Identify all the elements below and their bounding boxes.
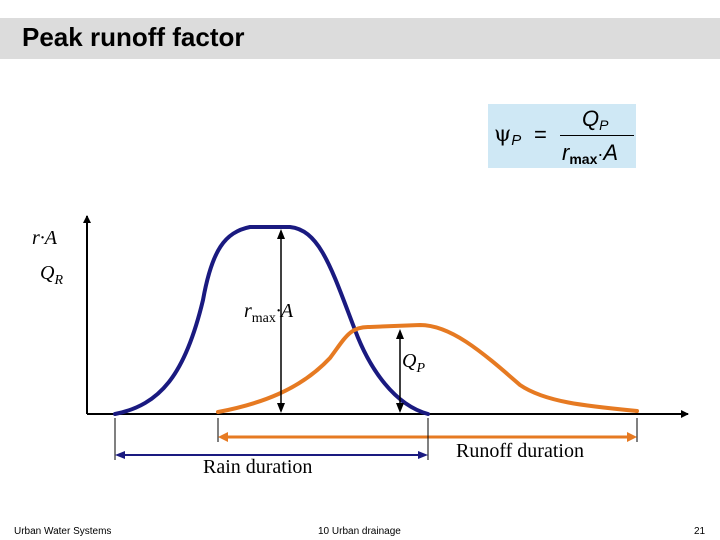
formula-den-a: A bbox=[603, 140, 619, 165]
formula-den-r: r bbox=[562, 140, 570, 165]
y-axis-label-rain: r·A bbox=[32, 227, 57, 249]
y-label-q-sub: R bbox=[54, 273, 64, 288]
qp-label: QP bbox=[402, 350, 425, 377]
rmax-arrow-head-bottom bbox=[277, 403, 285, 413]
slide-title: Peak runoff factor bbox=[22, 22, 245, 52]
title-bar bbox=[0, 18, 720, 59]
formula-num-q: Q bbox=[582, 106, 600, 131]
formula-psi-sub: P bbox=[511, 132, 522, 149]
qp-arrow-head-bottom bbox=[396, 403, 404, 413]
qp-label-q: Q bbox=[402, 350, 417, 372]
formula-den-dot: · bbox=[597, 144, 604, 164]
y-label-q: Q bbox=[40, 262, 55, 284]
formula-lhs: ψP bbox=[494, 122, 521, 149]
formula-equals: = bbox=[534, 122, 547, 147]
rain-duration-head-right bbox=[418, 451, 428, 459]
formula-psi: ψ bbox=[494, 122, 512, 147]
rmax-arrow-head-top bbox=[277, 229, 285, 239]
runoff-duration-head-right bbox=[627, 432, 637, 442]
rmax-label-sub: max bbox=[251, 311, 276, 326]
formula-fraction-line bbox=[560, 135, 634, 136]
runoff-duration-head-left bbox=[218, 432, 228, 442]
rain-duration-head-left bbox=[115, 451, 125, 459]
footer-left: Urban Water Systems bbox=[14, 526, 112, 537]
formula-box bbox=[488, 104, 636, 168]
qp-label-sub: P bbox=[416, 361, 426, 376]
formula-num-sub: P bbox=[599, 117, 609, 133]
formula-den-sub: max bbox=[569, 151, 598, 167]
footer-center: 10 Urban drainage bbox=[318, 526, 401, 537]
qp-arrow-head-top bbox=[396, 329, 404, 339]
runoff-curve bbox=[216, 322, 639, 414]
rain-curve bbox=[113, 225, 430, 416]
y-axis-label-runoff: QR bbox=[40, 262, 63, 289]
rmax-label-r: r bbox=[244, 300, 252, 322]
formula-numerator: QP bbox=[582, 106, 608, 133]
formula-denominator: rmax·A bbox=[562, 140, 618, 167]
runoff-duration-label: Runoff duration bbox=[456, 440, 584, 462]
rain-duration-label: Rain duration bbox=[203, 456, 313, 478]
rmax-label-rest: ·A bbox=[275, 300, 294, 322]
page-number: 21 bbox=[694, 526, 706, 537]
rmax-label: rmax·A bbox=[244, 300, 293, 327]
